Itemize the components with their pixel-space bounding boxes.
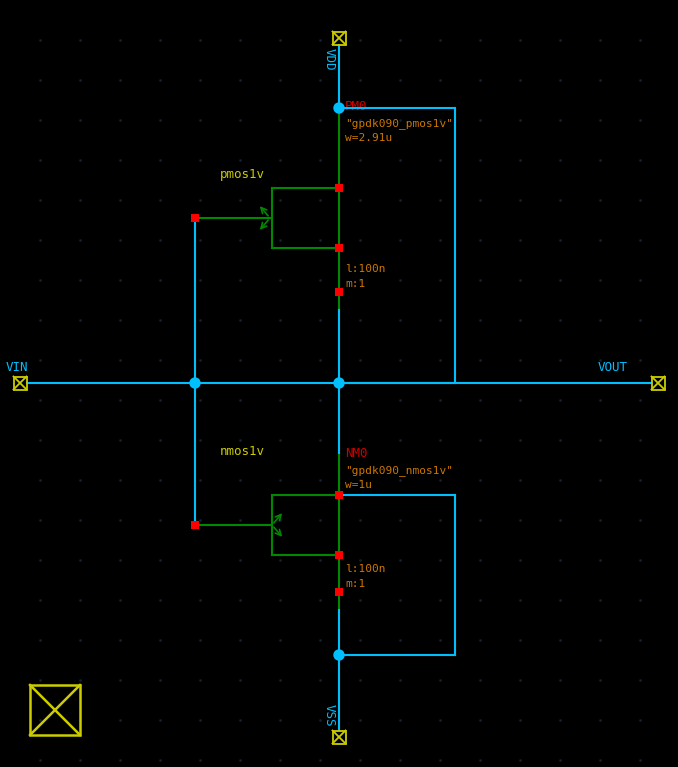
Bar: [14, 377, 26, 390]
Bar: [335, 588, 343, 596]
Text: w=1u: w=1u: [345, 480, 372, 490]
Text: w=2.91u: w=2.91u: [345, 133, 393, 143]
Circle shape: [190, 378, 200, 388]
Circle shape: [334, 650, 344, 660]
Bar: [335, 551, 343, 559]
Text: l:100n: l:100n: [345, 564, 386, 574]
Bar: [332, 730, 346, 743]
Bar: [335, 244, 343, 252]
Text: l:100n: l:100n: [345, 264, 386, 274]
Bar: [335, 184, 343, 192]
Circle shape: [334, 378, 344, 388]
Text: "gpdk090_pmos1v": "gpdk090_pmos1v": [345, 118, 453, 129]
Text: VDD: VDD: [323, 48, 336, 71]
Bar: [335, 491, 343, 499]
Bar: [652, 377, 664, 390]
Bar: [191, 214, 199, 222]
Text: m:1: m:1: [345, 279, 365, 289]
Text: NM0: NM0: [345, 447, 367, 460]
Text: pmos1v: pmos1v: [220, 168, 265, 181]
Text: VIN: VIN: [6, 361, 28, 374]
Bar: [332, 31, 346, 44]
Bar: [30, 685, 80, 735]
Text: nmos1v: nmos1v: [220, 445, 265, 458]
Text: m:1: m:1: [345, 579, 365, 589]
Circle shape: [334, 103, 344, 113]
Text: VOUT: VOUT: [598, 361, 628, 374]
Bar: [335, 288, 343, 296]
Text: "gpdk090_nmos1v": "gpdk090_nmos1v": [345, 465, 453, 476]
Text: VSS: VSS: [323, 705, 336, 727]
Text: PM0: PM0: [345, 100, 367, 113]
Bar: [191, 521, 199, 529]
